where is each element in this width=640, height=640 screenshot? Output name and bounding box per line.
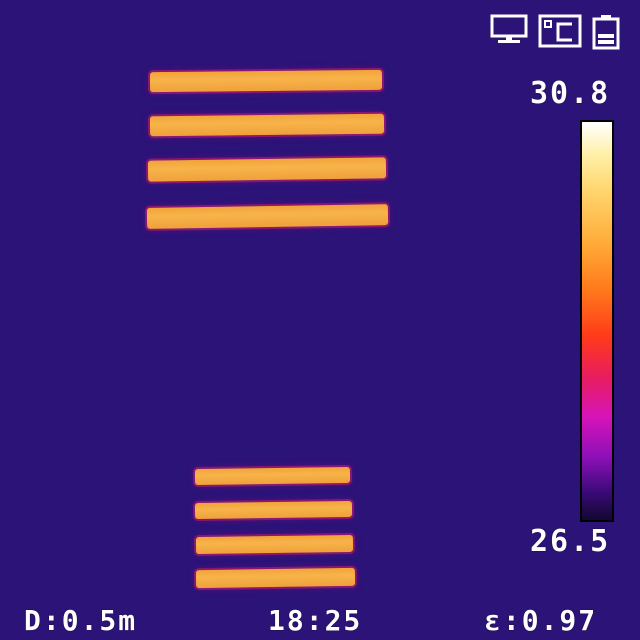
emissivity-readout: ε:0.97	[484, 604, 598, 637]
celsius-unit-icon[interactable]	[538, 14, 582, 48]
clock-readout: 18:25	[268, 604, 363, 637]
heat-strip	[147, 157, 387, 182]
heat-strip	[194, 466, 351, 486]
battery-icon	[592, 15, 620, 50]
max-temperature-label: 30.8	[530, 76, 611, 111]
distance-readout: D:0.5m	[24, 604, 138, 637]
monitor-icon[interactable]	[490, 14, 528, 44]
temperature-color-scale	[580, 120, 614, 522]
heat-strip	[146, 204, 389, 229]
heat-strip	[149, 113, 385, 137]
heat-strip	[194, 500, 353, 520]
heat-strip	[195, 567, 356, 589]
min-temperature-label: 26.5	[530, 524, 611, 559]
heat-strip	[149, 69, 383, 93]
heat-strip	[195, 534, 354, 555]
